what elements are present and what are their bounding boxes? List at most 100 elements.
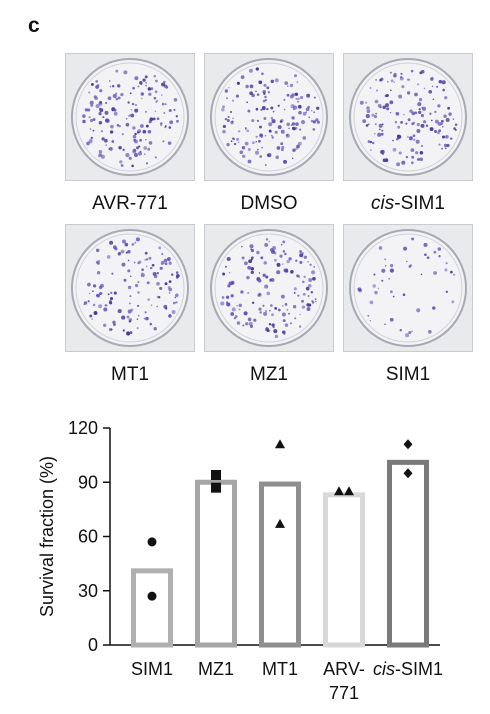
- colony-dot: [270, 304, 273, 307]
- colony-dot: [131, 243, 135, 246]
- colony-dot: [291, 116, 295, 120]
- colony-dot: [167, 286, 171, 289]
- colony-dot: [426, 256, 430, 260]
- colony-dot: [359, 100, 364, 105]
- colony-dot: [256, 119, 259, 122]
- colony-dot: [393, 81, 396, 84]
- colony-dot: [409, 109, 413, 113]
- colony-dot: [222, 272, 226, 276]
- colony-dot: [294, 317, 297, 320]
- colony-dot: [168, 261, 172, 265]
- colony-dot: [122, 329, 125, 332]
- colony-dot: [445, 135, 449, 139]
- colony-dot: [385, 103, 389, 108]
- colony-dot: [398, 151, 402, 155]
- colony-dot: [110, 124, 114, 129]
- colony-dot: [228, 87, 230, 89]
- colony-dot: [311, 270, 316, 275]
- colony-dot: [261, 146, 264, 149]
- colony-dot: [261, 106, 266, 111]
- colony-dot: [226, 118, 230, 123]
- colony-dot: [283, 108, 286, 111]
- colony-dot: [431, 85, 434, 88]
- colony-dot: [127, 269, 131, 273]
- y-tick-label: 120: [68, 418, 98, 438]
- colony-dot: [424, 253, 427, 257]
- colony-dot: [150, 266, 153, 270]
- colony-dot: [365, 101, 368, 104]
- colony-dot: [271, 119, 276, 124]
- colony-dot: [173, 98, 178, 102]
- colony-dot: [148, 141, 153, 145]
- colony-dot: [176, 273, 180, 278]
- colony-dot: [102, 116, 105, 119]
- colony-dot: [113, 108, 117, 112]
- plate-image: [65, 53, 195, 181]
- x-tick-label: cis-SIM1: [373, 659, 443, 679]
- colony-dot: [156, 272, 159, 275]
- data-point: [211, 470, 221, 481]
- colony-dot: [300, 120, 306, 125]
- colony-dot: [173, 108, 176, 111]
- colony-dot: [98, 121, 103, 125]
- colony-dot: [286, 122, 291, 127]
- colony-dot: [111, 84, 115, 88]
- colony-dot: [88, 292, 91, 295]
- colony-dot: [429, 112, 432, 115]
- colony-dot: [246, 101, 248, 104]
- colony-dot: [175, 293, 179, 298]
- colony-dot: [271, 313, 274, 317]
- colony-dot: [267, 153, 272, 158]
- colony-dot: [95, 104, 100, 109]
- colony-dot: [122, 148, 125, 152]
- colony-dot: [280, 129, 285, 134]
- colony-dot: [369, 300, 374, 305]
- colony-dot: [297, 97, 300, 101]
- colony-dot: [406, 260, 408, 263]
- colony-dot: [83, 301, 88, 305]
- colony-dot: [388, 277, 391, 280]
- colony-dot: [239, 150, 244, 155]
- colony-dot: [453, 273, 456, 276]
- colony-dot: [108, 146, 113, 151]
- colony-dot: [286, 259, 290, 264]
- colony-dot: [398, 94, 403, 99]
- colony-dot: [311, 300, 314, 303]
- colony-dot: [443, 143, 448, 148]
- colony-dot: [137, 281, 140, 284]
- colony-dot: [230, 111, 232, 113]
- colony-dot: [315, 118, 319, 122]
- colony-dot: [298, 110, 302, 115]
- colony-dot: [99, 89, 103, 93]
- colony-dot: [136, 131, 140, 134]
- colony-dot: [437, 121, 442, 126]
- colony-dot: [125, 251, 128, 254]
- colony-dot: [137, 314, 140, 317]
- colony-dot: [230, 120, 234, 125]
- colony-dot: [103, 307, 108, 312]
- colony-dot: [310, 291, 314, 294]
- colony-dot: [123, 70, 128, 75]
- x-tick-label: MT1: [262, 659, 298, 679]
- colony-dot: [288, 312, 290, 315]
- colony-dot: [276, 262, 281, 267]
- colony-dot: [358, 288, 362, 293]
- colony-dot: [430, 76, 434, 80]
- colony-dot: [233, 142, 237, 146]
- colony-dot: [302, 292, 306, 296]
- colony-dot: [269, 280, 272, 283]
- colony-dot: [290, 269, 294, 274]
- colony-dot: [175, 115, 178, 118]
- colony-dot: [132, 126, 136, 130]
- colony-dot: [143, 146, 148, 150]
- colony-dot: [154, 110, 157, 113]
- colony-dot: [293, 105, 298, 110]
- colony-dot: [295, 259, 298, 262]
- colony-dot: [160, 124, 162, 127]
- colony-dot: [274, 334, 279, 339]
- colony-dot: [260, 256, 264, 260]
- colony-dot: [117, 309, 122, 314]
- colony-dot: [302, 136, 307, 140]
- colony-dot: [280, 142, 284, 146]
- colony-dot: [411, 237, 415, 241]
